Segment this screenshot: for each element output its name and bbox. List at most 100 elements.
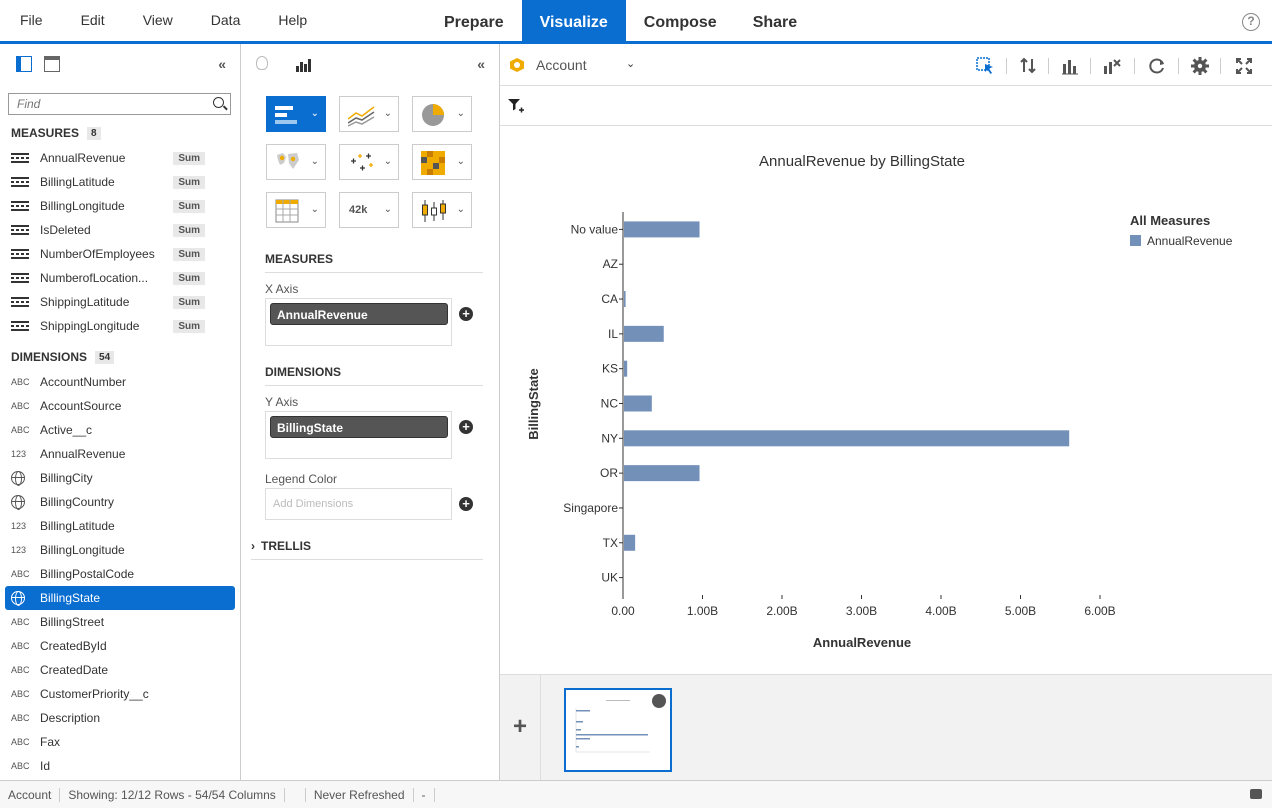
y-axis-drop-zone[interactable]: BillingState [265, 411, 452, 459]
bar[interactable] [624, 395, 652, 412]
top-panel-icon[interactable] [44, 56, 60, 72]
dimension-item[interactable]: ABC CustomerPriority__c [5, 682, 235, 706]
table-chart-type-button[interactable]: ⌄ [266, 192, 326, 228]
aggregation-badge[interactable]: Sum [173, 199, 205, 213]
bar[interactable] [624, 360, 628, 377]
aggregation-badge[interactable]: Sum [173, 319, 205, 333]
dimension-name: BillingStreet [40, 615, 105, 629]
aggregation-badge[interactable]: Sum [173, 175, 205, 189]
dimension-item[interactable]: ABC Id [5, 754, 235, 778]
toolbar-divider [1090, 58, 1091, 74]
chat-icon[interactable] [1250, 789, 1262, 799]
thumbnail-gear-icon[interactable] [652, 694, 666, 708]
dimension-item[interactable]: ABC Active__c [5, 418, 235, 442]
measure-item[interactable]: BillingLatitude Sum [5, 170, 235, 194]
refresh-icon[interactable] [1147, 56, 1167, 76]
measure-item[interactable]: ShippingLongitude Sum [5, 314, 235, 338]
tab-prepare[interactable]: Prepare [444, 14, 504, 31]
aggregation-badge[interactable]: Sum [173, 247, 205, 261]
dimension-item[interactable]: 123 AnnualRevenue [5, 442, 235, 466]
clear-chart-icon[interactable] [1102, 56, 1122, 76]
fullscreen-icon[interactable] [1234, 56, 1254, 76]
aggregation-badge[interactable]: Sum [173, 271, 205, 285]
data-panel-header: « [0, 44, 240, 84]
y-axis-pill[interactable]: BillingState [270, 416, 448, 438]
chevron-down-icon[interactable]: ⌄ [626, 58, 636, 70]
menu-data[interactable]: Data [210, 12, 241, 28]
lightbulb-icon[interactable] [256, 56, 268, 70]
legend-drop-zone[interactable]: Add Dimensions [265, 488, 452, 520]
dimension-item[interactable]: BillingState [5, 586, 235, 610]
add-measure-icon[interactable]: + [459, 307, 473, 321]
y-tick-label: CA [601, 292, 618, 306]
dimension-item[interactable]: 123 BillingLongitude [5, 538, 235, 562]
menu-file[interactable]: File [20, 12, 43, 28]
menu-help[interactable]: Help [278, 12, 308, 28]
bar[interactable] [624, 465, 700, 482]
dimension-item[interactable]: ABC BillingStreet [5, 610, 235, 634]
dimension-item[interactable]: BillingCity [5, 466, 235, 490]
dimension-item[interactable]: ABC CreatedDate [5, 658, 235, 682]
add-chart-icon[interactable]: + [500, 675, 541, 781]
measure-item[interactable]: BillingLongitude Sum [5, 194, 235, 218]
bar-chart-type-button[interactable]: ⌄ [266, 96, 326, 132]
tab-compose[interactable]: Compose [643, 14, 717, 31]
dimension-item[interactable]: BillingCountry [5, 490, 235, 514]
search-icon[interactable] [213, 97, 224, 108]
select-cursor-icon[interactable] [976, 56, 996, 76]
measure-item[interactable]: NumberofLocation... Sum [5, 266, 235, 290]
side-panel-icon[interactable] [16, 56, 32, 72]
measure-item[interactable]: IsDeleted Sum [5, 218, 235, 242]
dimension-item[interactable]: ABC AccountNumber [5, 370, 235, 394]
menu-edit[interactable]: Edit [80, 12, 105, 28]
dimension-item[interactable]: ABC AccountSource [5, 394, 235, 418]
add-dimension-icon[interactable]: + [459, 420, 473, 434]
help-icon[interactable]: ? [1242, 13, 1260, 31]
y-tick-label: NC [601, 397, 619, 411]
bar[interactable] [624, 221, 700, 238]
add-filter-icon[interactable] [508, 98, 524, 114]
stacked-bar-icon[interactable] [1060, 56, 1080, 76]
bar-chart-tab-icon[interactable] [286, 44, 316, 84]
collapse-left-icon[interactable]: « [218, 56, 226, 72]
tab-share[interactable]: Share [752, 14, 798, 31]
heatmap-chart-type-button[interactable]: ⌄ [412, 144, 472, 180]
dimension-item[interactable]: ABC BillingPostalCode [5, 562, 235, 586]
dataset-name[interactable]: Account [536, 57, 587, 73]
bar[interactable] [624, 534, 636, 551]
sort-icon[interactable] [1018, 56, 1038, 76]
dimensions-header: DIMENSIONS 54 [11, 350, 115, 364]
chart-thumbnail[interactable] [564, 688, 672, 772]
add-legend-icon[interactable]: + [459, 497, 473, 511]
x-axis-pill[interactable]: AnnualRevenue [270, 303, 448, 325]
find-input[interactable] [8, 93, 231, 115]
x-axis-drop-zone[interactable]: AnnualRevenue [265, 298, 452, 346]
measure-item[interactable]: NumberOfEmployees Sum [5, 242, 235, 266]
dimension-item[interactable]: 123 BillingLatitude [5, 514, 235, 538]
toolbar-divider [1006, 58, 1007, 74]
aggregation-badge[interactable]: Sum [173, 151, 205, 165]
tab-visualize[interactable]: Visualize [521, 0, 626, 42]
measure-item[interactable]: AnnualRevenue Sum [5, 146, 235, 170]
bar-chart[interactable]: AnnualRevenue by BillingState BillingSta… [500, 129, 1272, 674]
bar[interactable] [624, 430, 1070, 447]
bar[interactable] [624, 291, 626, 308]
box-plot-type-button[interactable]: ⌄ [412, 192, 472, 228]
collapse-builder-icon[interactable]: « [477, 56, 485, 72]
map-chart-type-button[interactable]: ⌄ [266, 144, 326, 180]
dimension-item[interactable]: ABC Fax [5, 730, 235, 754]
line-chart-type-button[interactable]: ⌄ [339, 96, 399, 132]
menu-view[interactable]: View [142, 12, 173, 28]
scatter-chart-type-button[interactable]: ⌄ [339, 144, 399, 180]
pie-chart-type-button[interactable]: ⌄ [412, 96, 472, 132]
dimension-item[interactable]: ABC Description [5, 706, 235, 730]
dimension-item[interactable]: ABC CreatedById [5, 634, 235, 658]
measure-item[interactable]: ShippingLatitude Sum [5, 290, 235, 314]
numeric-point-type-button[interactable]: 42k ⌄ [339, 192, 399, 228]
aggregation-badge[interactable]: Sum [173, 295, 205, 309]
bar[interactable] [624, 325, 664, 342]
x-axis-title: AnnualRevenue [813, 635, 911, 650]
aggregation-badge[interactable]: Sum [173, 223, 205, 237]
gear-icon[interactable] [1190, 56, 1210, 76]
trellis-section[interactable]: › TRELLIS [251, 539, 483, 560]
